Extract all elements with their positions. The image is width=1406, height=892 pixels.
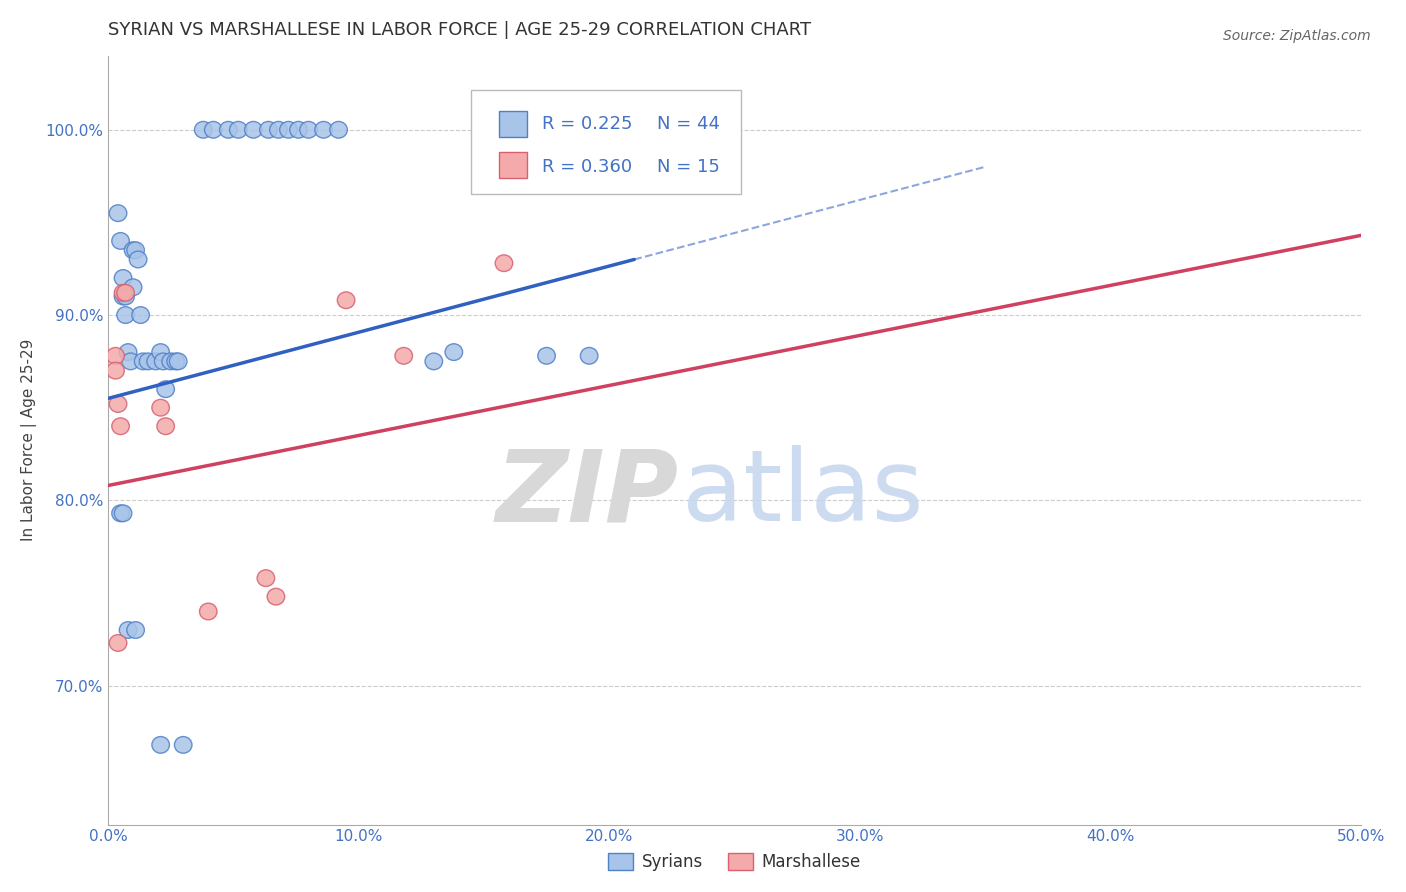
Ellipse shape (120, 622, 136, 639)
Ellipse shape (194, 121, 212, 138)
Ellipse shape (132, 307, 149, 324)
Ellipse shape (200, 603, 217, 620)
Ellipse shape (112, 233, 129, 249)
Ellipse shape (139, 353, 157, 369)
Ellipse shape (169, 353, 187, 369)
Ellipse shape (280, 121, 297, 138)
Text: R = 0.360: R = 0.360 (541, 158, 631, 176)
Ellipse shape (112, 505, 129, 522)
Ellipse shape (117, 285, 135, 301)
Ellipse shape (219, 121, 238, 138)
Ellipse shape (152, 737, 169, 753)
Text: R = 0.225: R = 0.225 (541, 115, 633, 134)
Ellipse shape (117, 307, 135, 324)
Ellipse shape (425, 353, 443, 369)
Ellipse shape (229, 121, 247, 138)
Ellipse shape (290, 121, 308, 138)
Y-axis label: In Labor Force | Age 25-29: In Labor Force | Age 25-29 (21, 339, 37, 541)
Ellipse shape (299, 121, 318, 138)
Ellipse shape (581, 348, 598, 364)
Ellipse shape (110, 396, 127, 412)
FancyBboxPatch shape (499, 112, 526, 136)
Ellipse shape (395, 348, 412, 364)
Ellipse shape (107, 362, 124, 379)
Ellipse shape (152, 343, 169, 360)
Ellipse shape (495, 255, 513, 271)
Ellipse shape (267, 589, 284, 605)
Ellipse shape (117, 288, 135, 305)
Legend: Syrians, Marshallese: Syrians, Marshallese (602, 847, 868, 878)
Ellipse shape (315, 121, 332, 138)
Ellipse shape (337, 292, 354, 309)
Ellipse shape (110, 634, 127, 651)
Ellipse shape (167, 353, 184, 369)
Ellipse shape (114, 285, 132, 301)
Ellipse shape (537, 348, 555, 364)
Ellipse shape (127, 242, 145, 259)
Ellipse shape (114, 505, 132, 522)
Ellipse shape (174, 737, 193, 753)
Ellipse shape (204, 121, 222, 138)
Ellipse shape (124, 279, 142, 295)
Text: ZIP: ZIP (495, 445, 678, 542)
Ellipse shape (162, 353, 180, 369)
Ellipse shape (446, 343, 463, 360)
Ellipse shape (124, 242, 142, 259)
Ellipse shape (257, 570, 274, 586)
Ellipse shape (330, 121, 347, 138)
Ellipse shape (157, 417, 174, 434)
Ellipse shape (129, 252, 146, 268)
Text: SYRIAN VS MARSHALLESE IN LABOR FORCE | AGE 25-29 CORRELATION CHART: SYRIAN VS MARSHALLESE IN LABOR FORCE | A… (108, 21, 811, 39)
Ellipse shape (152, 400, 169, 416)
FancyBboxPatch shape (471, 90, 741, 194)
Ellipse shape (155, 353, 172, 369)
Ellipse shape (245, 121, 262, 138)
Ellipse shape (120, 343, 136, 360)
Ellipse shape (114, 288, 132, 305)
Ellipse shape (270, 121, 287, 138)
Text: N = 15: N = 15 (657, 158, 720, 176)
Ellipse shape (157, 381, 174, 398)
Ellipse shape (122, 353, 139, 369)
Text: Source: ZipAtlas.com: Source: ZipAtlas.com (1223, 29, 1371, 44)
Ellipse shape (146, 353, 165, 369)
Ellipse shape (112, 417, 129, 434)
Ellipse shape (107, 348, 124, 364)
Ellipse shape (114, 269, 132, 286)
Ellipse shape (135, 353, 152, 369)
Ellipse shape (127, 622, 145, 639)
Text: N = 44: N = 44 (657, 115, 720, 134)
Text: atlas: atlas (682, 445, 924, 542)
Ellipse shape (110, 205, 127, 221)
Ellipse shape (260, 121, 277, 138)
FancyBboxPatch shape (499, 153, 526, 178)
